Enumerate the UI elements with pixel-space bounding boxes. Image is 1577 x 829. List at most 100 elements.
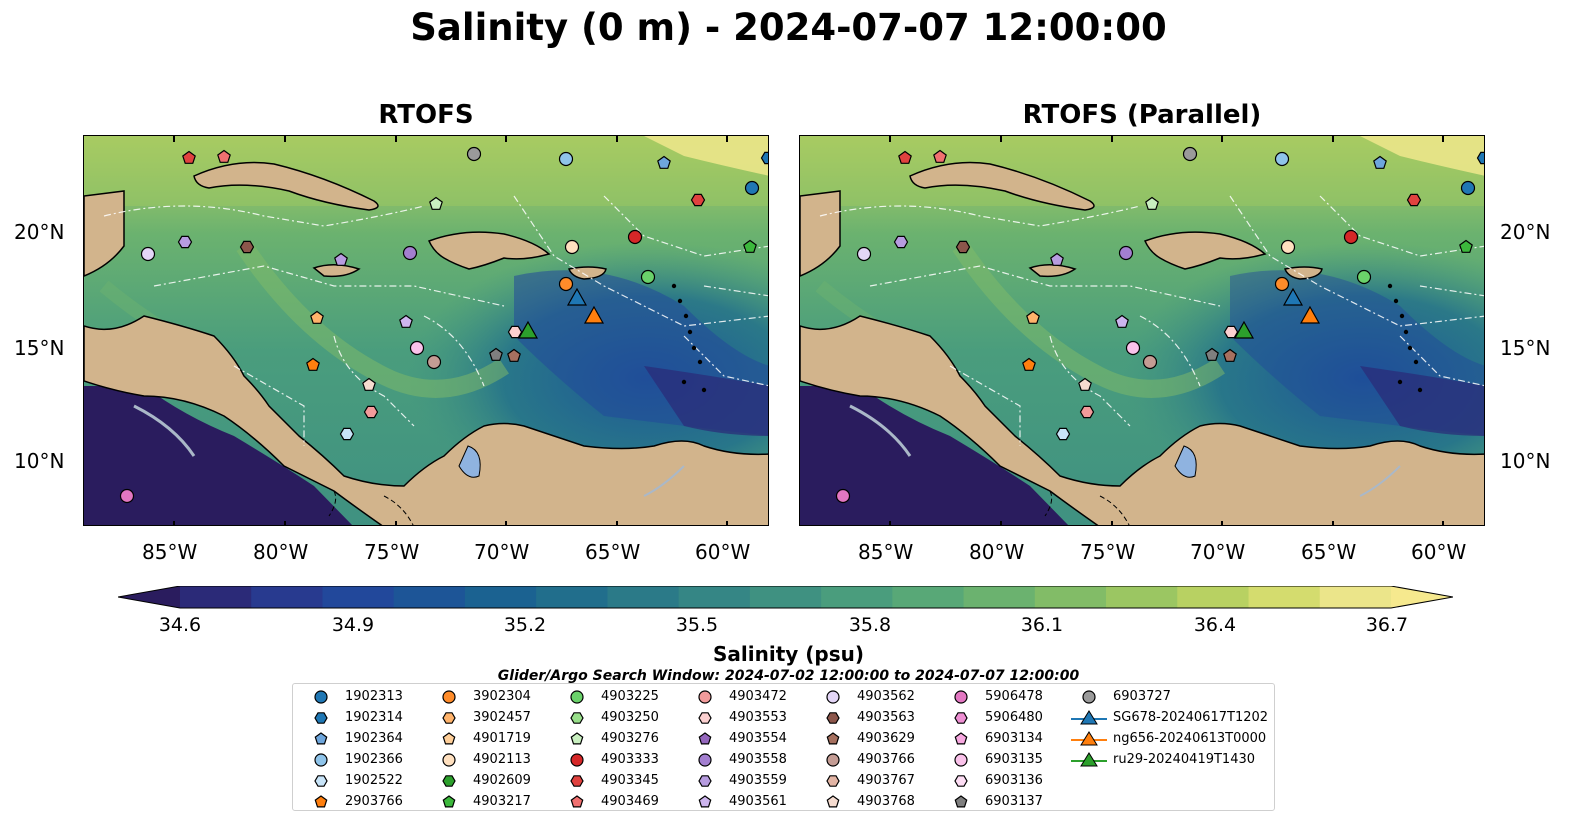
- legend-marker-icon: [826, 795, 840, 808]
- lat-tick-label: 20°N: [14, 220, 65, 244]
- legend-label: ru29-20240419T1430: [1113, 752, 1256, 767]
- legend-marker: [954, 690, 968, 704]
- lon-tick-label: 65°W: [1301, 540, 1357, 564]
- legend: 1902313 1902314 1902364 1902366 1902522 29037…: [292, 683, 1275, 811]
- legend-marker: [570, 712, 584, 724]
- legend-marker: [314, 753, 328, 767]
- argo-float-marker: [856, 246, 872, 262]
- legend-label: 4903554: [729, 731, 787, 746]
- argo-float-marker: [409, 340, 425, 356]
- argo-float-marker: [1055, 427, 1071, 441]
- argo-float-marker: [1026, 310, 1040, 324]
- argo-float-marker: [1274, 151, 1290, 167]
- lon-tick-label: 85°W: [858, 540, 914, 564]
- lat-tick-label: 15°N: [1500, 336, 1551, 360]
- yucatan-land: [84, 190, 125, 277]
- glider-marker: [1282, 287, 1304, 306]
- legend-label: 6903137: [985, 794, 1043, 809]
- cuba-land: [193, 161, 379, 211]
- colorbar-segment: [180, 586, 252, 608]
- legend-marker: [826, 690, 840, 704]
- salinity-map-rtofs: [83, 135, 769, 526]
- legend-marker: [698, 775, 712, 787]
- argo-float-marker: [1343, 229, 1359, 245]
- legend-marker: [954, 732, 968, 745]
- argo-float-marker: [1182, 146, 1198, 162]
- legend-marker-icon: [954, 712, 968, 724]
- argo-float-marker: [1125, 340, 1141, 356]
- lon-tick-label: 75°W: [1080, 540, 1136, 564]
- legend-marker: [954, 775, 968, 787]
- colorbar-tick-label: 34.9: [331, 614, 375, 636]
- legend-marker-icon: [954, 732, 968, 745]
- legend-marker-icon: [698, 753, 712, 767]
- legend-label: 6903135: [985, 752, 1043, 767]
- argo-float-marker: [1205, 347, 1219, 361]
- legend-label: 1902314: [345, 710, 403, 725]
- legend-glider-icon: [1071, 752, 1107, 767]
- legend-marker-icon: [314, 775, 328, 787]
- colorbar-segment: [1248, 586, 1321, 608]
- lon-tick-label: 70°W: [1190, 540, 1246, 564]
- argo-float-marker: [182, 150, 196, 164]
- legend-label: 6903727: [1113, 689, 1171, 704]
- legend-marker-icon: [314, 795, 328, 808]
- legend-marker-icon: [442, 795, 456, 808]
- glider-marker: [566, 287, 588, 306]
- argo-float-marker: [362, 377, 376, 391]
- legend-marker-icon: [442, 712, 456, 724]
- argo-float-marker: [239, 240, 255, 254]
- argo-float-marker: [507, 348, 521, 362]
- legend-marker-icon: [442, 690, 456, 704]
- colorbar-segment: [1319, 586, 1392, 608]
- lon-tick-label: 85°W: [142, 540, 198, 564]
- legend-label: 4903217: [473, 794, 531, 809]
- legend-marker-icon: [314, 753, 328, 767]
- legend-label: 4903558: [729, 752, 787, 767]
- argo-float-marker: [334, 252, 348, 266]
- legend-marker-icon: [570, 732, 584, 745]
- argo-float-marker: [1115, 314, 1129, 328]
- legend-marker-icon: [570, 795, 584, 808]
- colorbar-extend-low: [118, 586, 180, 608]
- argo-float-marker: [339, 427, 355, 441]
- argo-float-marker: [1459, 239, 1473, 253]
- argo-float-marker: [564, 239, 580, 255]
- legend-label: 1902364: [345, 731, 403, 746]
- legend-label: SG678-20240617T1202: [1113, 710, 1269, 725]
- legend-label: 1902366: [345, 752, 403, 767]
- legend-label: 4903562: [857, 689, 915, 704]
- legend-marker: [442, 690, 456, 704]
- colorbar-tick-label: 34.6: [158, 614, 202, 636]
- argo-float-marker: [402, 245, 418, 261]
- argo-float-marker: [1050, 252, 1064, 266]
- orinoco-plume: [1360, 366, 1484, 436]
- argo-float-marker: [399, 314, 413, 328]
- colorbar-tick-label: 35.5: [675, 614, 719, 636]
- central-south-america-land: [84, 315, 768, 525]
- figure-title: Salinity (0 m) - 2024-07-07 12:00:00: [410, 6, 1167, 49]
- argo-float-marker: [898, 150, 912, 164]
- legend-label: 4903766: [857, 752, 915, 767]
- argo-float-marker: [744, 180, 760, 196]
- argo-float-marker: [140, 246, 156, 262]
- legend-marker-icon: [954, 795, 968, 808]
- legend-marker-icon: [314, 712, 328, 724]
- legend-marker: [698, 690, 712, 704]
- argo-float-marker: [1406, 193, 1422, 207]
- argo-float-marker: [217, 149, 231, 163]
- legend-label: 4903767: [857, 773, 915, 788]
- legend-marker: [570, 795, 584, 808]
- argo-float-marker: [310, 310, 324, 324]
- legend-marker-icon: [826, 690, 840, 704]
- colorbar-extend-high: [1391, 586, 1453, 608]
- legend-marker: [826, 775, 840, 787]
- legend-marker-icon: [314, 690, 328, 704]
- colorbar-tick-label: 35.8: [848, 614, 892, 636]
- colorbar-segment: [322, 586, 395, 608]
- colorbar-segment: [821, 586, 893, 608]
- legend-marker-icon: [826, 712, 840, 724]
- colorbar-segment: [464, 586, 537, 608]
- lon-tick-label: 80°W: [969, 540, 1025, 564]
- legend-marker: [314, 732, 328, 745]
